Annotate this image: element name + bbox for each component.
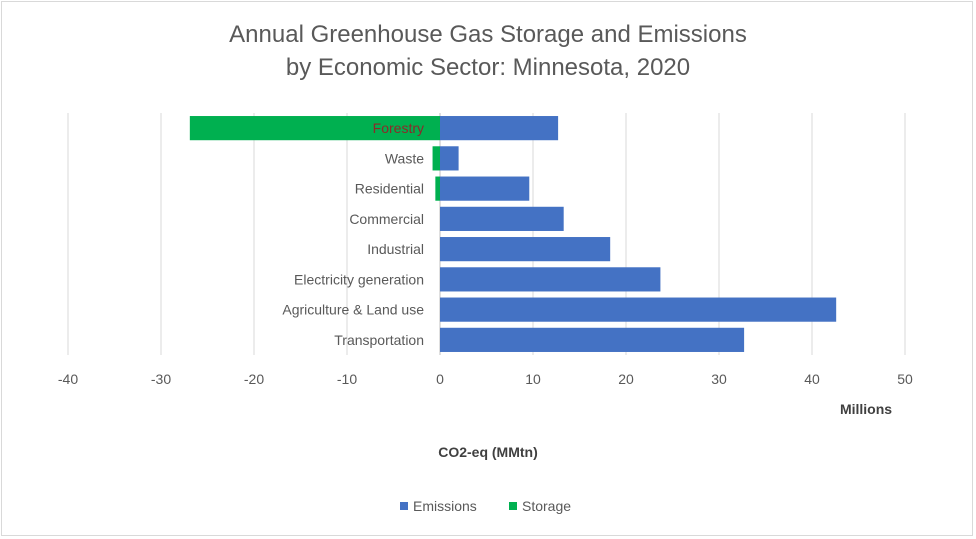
category-label: Forestry — [373, 120, 424, 136]
bar-storage-residential — [435, 176, 440, 201]
x-tick-label: -10 — [337, 371, 357, 387]
x-tick-label: -20 — [244, 371, 264, 387]
bars — [189, 116, 837, 352]
x-tick-label: 0 — [436, 371, 444, 387]
category-label: Residential — [355, 181, 424, 197]
bar-emissions-waste — [440, 146, 459, 171]
x-tick-label: 20 — [618, 371, 634, 387]
bar-emissions-agriculture-land-use — [440, 297, 837, 322]
x-tick-label: 30 — [711, 371, 727, 387]
x-axis-title: CO2-eq (MMtn) — [438, 444, 538, 460]
legend-swatch-storage — [509, 502, 517, 510]
legend-label-emissions: Emissions — [413, 498, 477, 514]
bar-emissions-transportation — [440, 327, 745, 352]
bar-emissions-industrial — [440, 237, 611, 262]
bar-emissions-forestry — [440, 116, 559, 141]
chart-title-line1: Annual Greenhouse Gas Storage and Emissi… — [229, 21, 747, 48]
legend: Emissions Storage — [400, 498, 571, 514]
chart-title-line2: by Economic Sector: Minnesota, 2020 — [285, 54, 691, 81]
tick-labels: -40 -30 -20 -10 0 10 20 30 40 50 — [58, 371, 913, 387]
bar-emissions-electricity-generation — [440, 267, 661, 292]
x-tick-label: -40 — [58, 371, 78, 387]
category-label: Industrial — [367, 241, 424, 257]
x-tick-label: 10 — [525, 371, 541, 387]
bar-storage-forestry — [189, 116, 440, 141]
legend-swatch-emissions — [400, 502, 408, 510]
category-label: Electricity generation — [294, 271, 424, 287]
bar-emissions-commercial — [440, 206, 564, 231]
category-label: Commercial — [349, 211, 424, 227]
category-label: Transportation — [334, 332, 424, 348]
x-tick-label: 50 — [897, 371, 913, 387]
bar-emissions-residential — [440, 176, 530, 201]
category-labels: Forestry Waste Residential Commercial Indust… — [282, 120, 424, 348]
x-tick-label: 40 — [804, 371, 820, 387]
category-label: Agriculture & Land use — [282, 302, 424, 318]
bar-storage-waste — [432, 146, 440, 171]
chart-title: Annual Greenhouse Gas Storage and Emissi… — [0, 18, 976, 84]
category-label: Waste — [385, 150, 424, 166]
legend-label-storage: Storage — [522, 498, 571, 514]
x-tick-label: -30 — [151, 371, 171, 387]
display-units-label: Millions — [840, 401, 892, 417]
